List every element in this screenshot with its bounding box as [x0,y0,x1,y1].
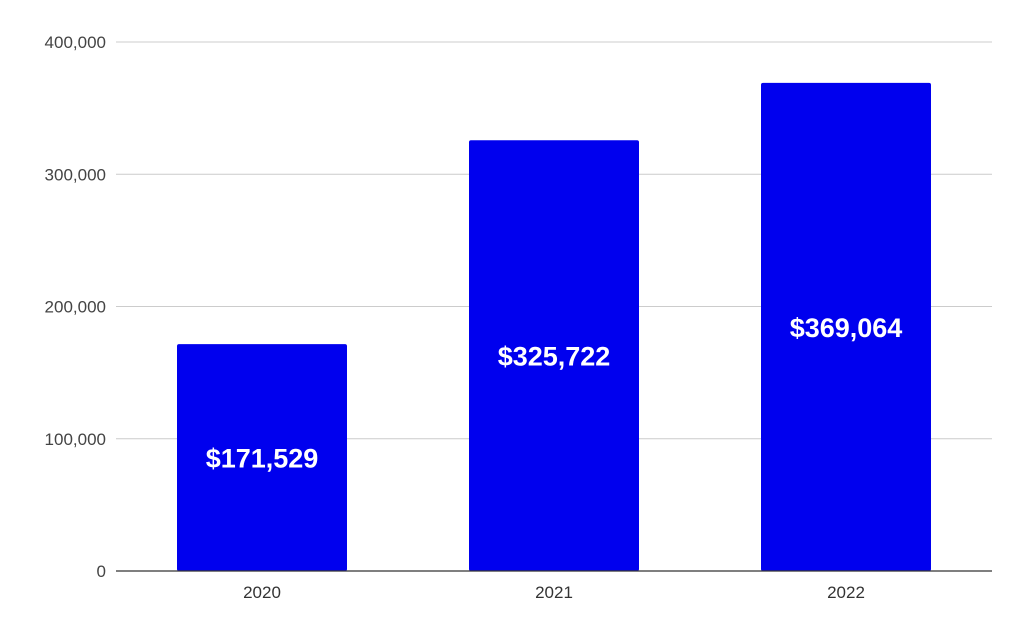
bar [761,82,931,572]
bar [469,140,639,571]
y-axis: 0 100,000 200,000 300,000 400,000 [45,33,106,581]
x-axis: 2020 2021 2022 [116,570,992,602]
data-label: $369,064 [790,313,903,343]
data-label: $325,722 [498,342,611,372]
data-label: $171,529 [206,444,319,474]
x-tick-label: 2020 [243,583,281,602]
data-labels: $171,529 $325,722 $369,064 [206,313,903,474]
y-tick-label: 300,000 [45,165,106,184]
y-tick-label: 100,000 [45,430,106,449]
y-tick-label: 200,000 [45,298,106,317]
y-tick-label: 0 [97,562,106,581]
bars [177,82,931,572]
bar [177,344,347,571]
x-tick-label: 2021 [535,583,573,602]
x-tick-label: 2022 [827,583,865,602]
y-tick-label: 400,000 [45,33,106,52]
